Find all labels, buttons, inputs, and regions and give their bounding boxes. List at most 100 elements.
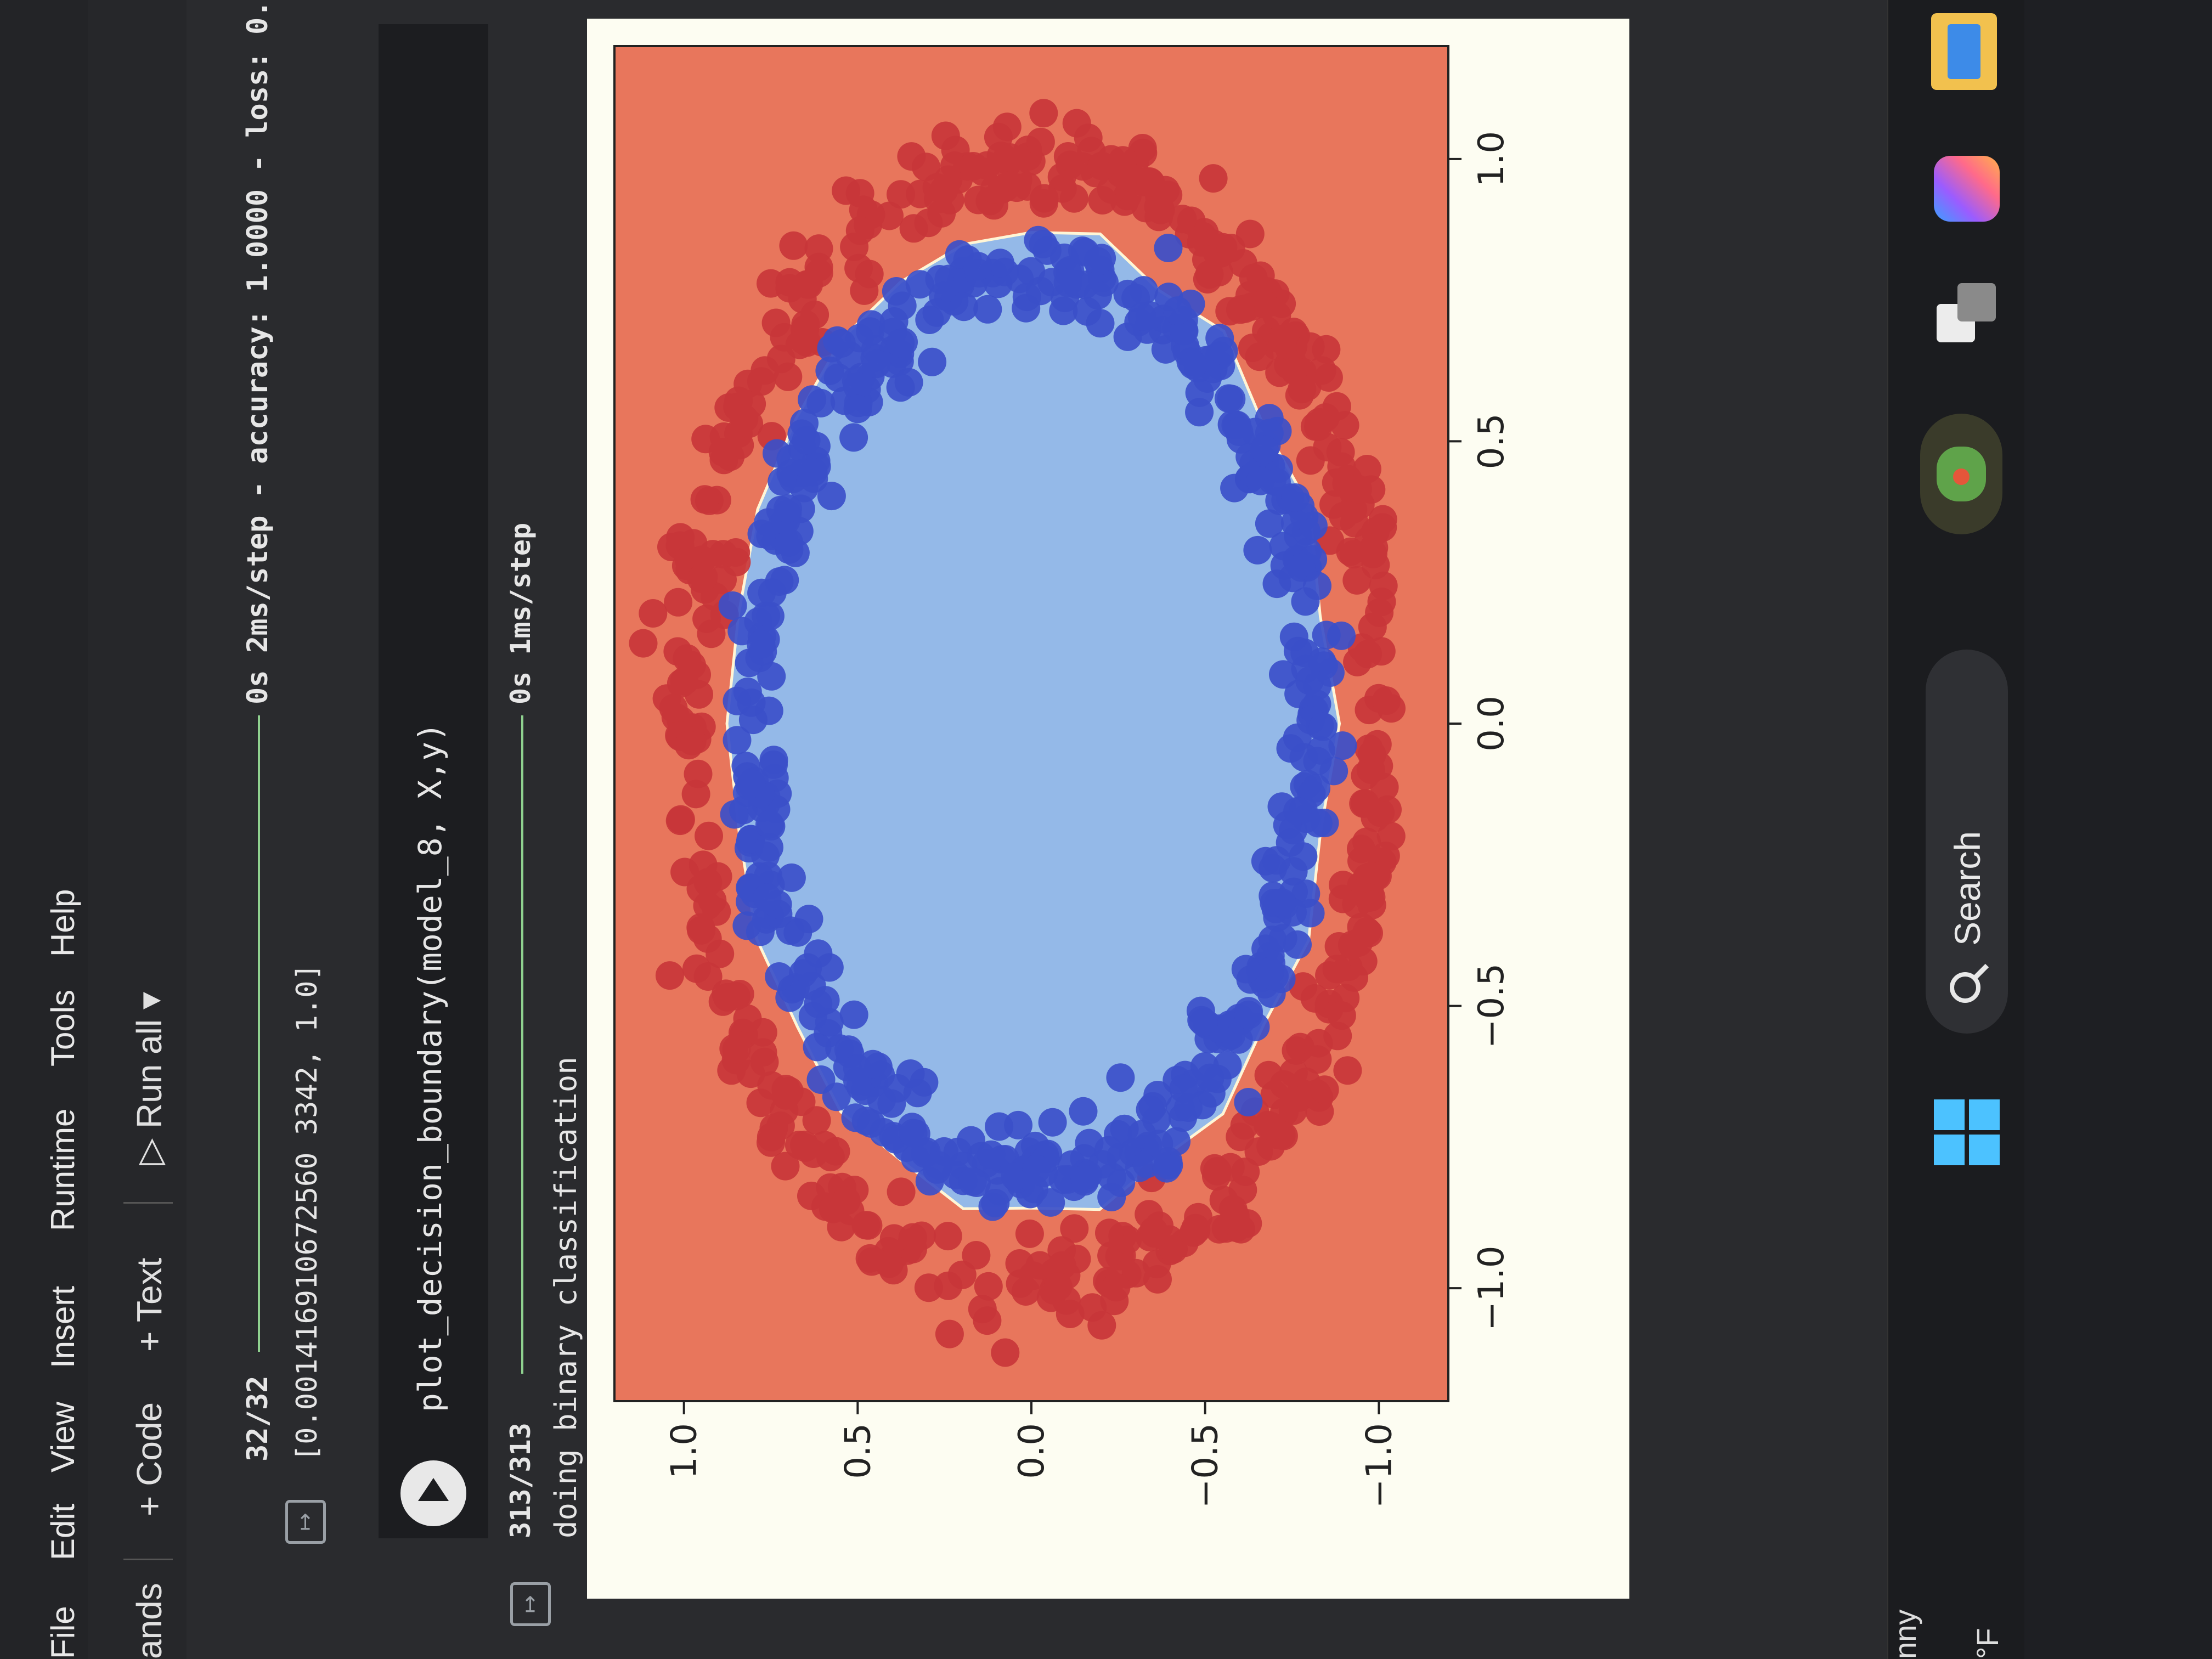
data-point-class-1: [981, 1189, 1010, 1217]
data-point-class-1: [1026, 276, 1054, 306]
data-point-class-0: [1005, 1249, 1034, 1278]
data-point-class-0: [1351, 789, 1380, 818]
data-point-class-1: [1217, 385, 1246, 414]
menu-view[interactable]: View: [44, 1402, 81, 1472]
run-all-button[interactable]: ▷ Run all ▾: [129, 991, 169, 1165]
data-point-class-0: [733, 1004, 762, 1033]
data-point-class-0: [1030, 184, 1059, 213]
data-point-class-0: [914, 208, 943, 238]
weather-text: nny: [1888, 1609, 1922, 1659]
data-point-class-0: [706, 939, 735, 968]
data-point-class-1: [915, 306, 944, 334]
widgets-icon[interactable]: [1920, 414, 2002, 534]
windows-icon[interactable]: [1934, 1099, 2000, 1165]
data-point-class-1: [775, 528, 804, 557]
data-point-class-0: [1296, 332, 1325, 361]
data-point-class-1: [1053, 268, 1082, 297]
data-point-class-1: [1231, 955, 1260, 984]
data-point-class-1: [950, 292, 978, 321]
commands-button[interactable]: ands: [129, 1583, 169, 1659]
data-point-class-1: [1144, 1130, 1173, 1158]
data-point-class-1: [757, 662, 786, 691]
menu-help[interactable]: Help: [44, 889, 81, 957]
task-view-icon[interactable]: [1937, 282, 1997, 342]
data-point-class-1: [1049, 296, 1078, 325]
data-point-class-1: [918, 347, 947, 376]
data-point-class-0: [1257, 1111, 1285, 1141]
data-point-class-0: [770, 1096, 799, 1125]
data-point-class-0: [1313, 433, 1342, 462]
data-point-class-1: [799, 458, 828, 487]
menu-file[interactable]: File: [44, 1606, 81, 1659]
data-point-class-1: [841, 1103, 870, 1132]
menu-tools[interactable]: Tools: [44, 989, 81, 1066]
menu-edit[interactable]: Edit: [44, 1503, 81, 1560]
output-icon[interactable]: ↦: [285, 1500, 326, 1544]
add-text-button[interactable]: + Text: [129, 1257, 169, 1352]
data-point-class-1: [1284, 679, 1313, 708]
data-point-class-0: [851, 1211, 881, 1240]
data-point-class-1: [720, 800, 749, 829]
data-point-class-0: [991, 1338, 1020, 1367]
progress-stats: 0s 1ms/step: [505, 522, 537, 704]
data-point-class-0: [1288, 375, 1317, 404]
toolbar-divider: [123, 1559, 173, 1560]
data-point-class-1: [1032, 236, 1062, 265]
taskbar-search[interactable]: Search: [1926, 650, 2008, 1034]
data-point-class-0: [962, 1241, 991, 1269]
data-point-class-0: [690, 485, 719, 514]
data-point-class-1: [862, 349, 891, 379]
data-point-class-1: [1304, 809, 1333, 838]
data-point-class-1: [1106, 1063, 1135, 1092]
data-point-class-1: [794, 905, 823, 934]
y-tick-label: 0.5: [838, 1423, 878, 1479]
data-point-class-1: [867, 1086, 896, 1115]
file-explorer-icon[interactable]: [1931, 13, 1997, 90]
data-point-class-0: [1015, 1219, 1044, 1248]
data-point-class-0: [689, 562, 718, 591]
output-icon[interactable]: ↦: [510, 1582, 551, 1626]
data-point-class-1: [1273, 810, 1302, 839]
output-message: doing binary classification: [549, 1057, 583, 1538]
data-point-class-0: [1043, 1272, 1073, 1301]
add-code-button[interactable]: + Code: [129, 1402, 169, 1516]
data-point-class-1: [823, 326, 851, 355]
data-point-class-1: [1174, 1093, 1203, 1122]
data-point-class-1: [1276, 734, 1305, 763]
data-point-class-1: [755, 833, 783, 862]
data-point-class-1: [886, 329, 915, 358]
data-point-class-0: [887, 180, 915, 209]
data-point-class-0: [659, 693, 688, 723]
data-point-class-0: [709, 540, 738, 569]
menu-insert[interactable]: Insert: [44, 1285, 81, 1368]
data-point-class-0: [1265, 358, 1294, 387]
data-point-class-1: [777, 863, 806, 892]
code-cell[interactable]: plot_decision_boundary(model_8, X,y): [379, 24, 488, 1538]
data-point-class-1: [737, 769, 766, 798]
data-point-class-0: [1256, 1132, 1285, 1161]
data-point-class-0: [802, 1106, 831, 1135]
data-point-class-0: [687, 916, 716, 945]
data-point-class-1: [1289, 842, 1318, 871]
weather-unit: °F: [1970, 1628, 2005, 1659]
data-point-class-0: [1370, 772, 1399, 802]
data-point-class-1: [957, 1126, 985, 1155]
data-point-class-0: [935, 185, 964, 215]
menu-runtime[interactable]: Runtime: [44, 1108, 81, 1231]
screen: File Edit View Insert Runtime Tools Help…: [0, 0, 2024, 1659]
data-point-class-1: [963, 252, 992, 281]
code-text[interactable]: plot_decision_boundary(model_8, X,y): [411, 722, 449, 1412]
data-point-class-0: [791, 1133, 820, 1162]
data-point-class-0: [1159, 1235, 1188, 1264]
data-point-class-1: [1070, 1165, 1099, 1194]
data-point-class-0: [1340, 509, 1369, 538]
data-point-class-0: [1376, 822, 1406, 851]
data-point-class-1: [1094, 1136, 1123, 1165]
data-point-class-1: [1328, 731, 1357, 760]
data-point-class-0: [827, 1212, 856, 1242]
data-point-class-0: [1279, 1058, 1308, 1087]
data-point-class-0: [698, 886, 727, 915]
data-point-class-1: [879, 307, 909, 336]
copilot-icon[interactable]: [1934, 156, 2000, 222]
run-icon[interactable]: [400, 1460, 466, 1526]
